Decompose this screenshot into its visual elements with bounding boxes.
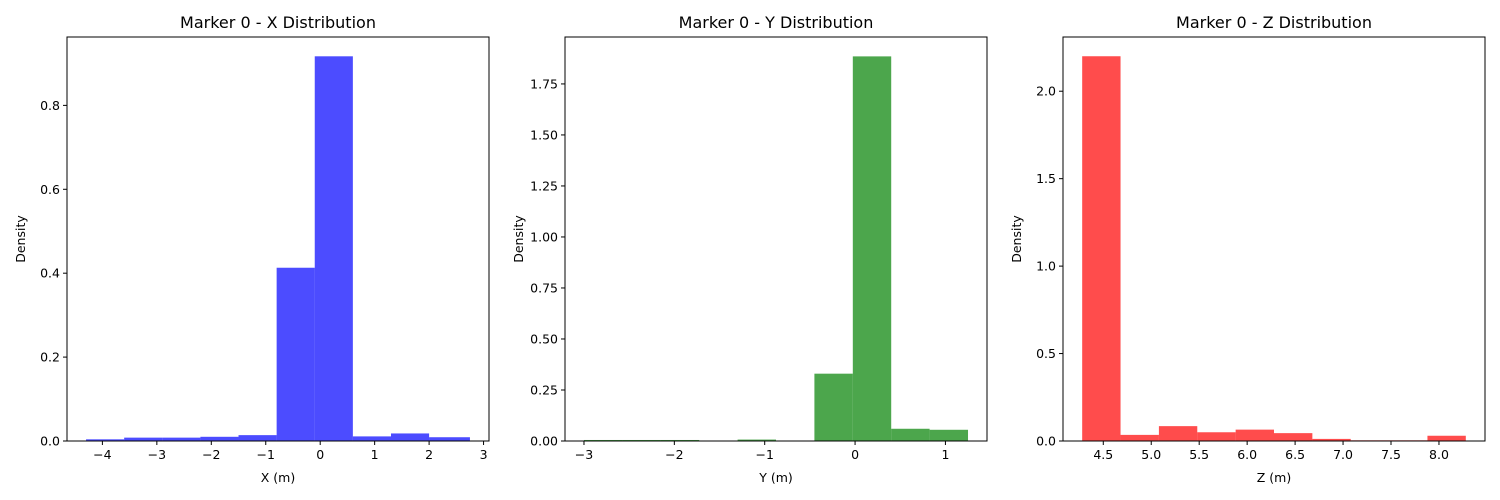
y-tick-label: 0.2 (40, 350, 60, 365)
y-tick-label: 2.0 (1036, 84, 1056, 99)
histogram-bar (891, 428, 930, 441)
x-tick-label: −3 (575, 447, 593, 462)
x-tick-label: −2 (202, 447, 220, 462)
x-tick-label: 5.0 (1141, 447, 1161, 462)
x-tick-label: −2 (665, 447, 683, 462)
x-axis-label: Y (m) (758, 470, 793, 485)
plot-frame (66, 36, 490, 442)
x-tick-label: 4.5 (1093, 447, 1113, 462)
y-tick-label: 0.6 (40, 182, 60, 197)
y-axis-label: Density (13, 215, 28, 263)
x-tick-label: 1 (371, 447, 379, 462)
y-tick-label: 0.0 (40, 434, 60, 449)
y-tick-label: 1.50 (530, 127, 558, 142)
histogram-bar (1197, 432, 1236, 441)
histogram-bar (814, 373, 853, 441)
x-tick-label: 1 (941, 447, 949, 462)
histogram-bar (1158, 426, 1198, 441)
histogram-bar (660, 439, 700, 441)
chart-z: 4.5 5.0 5.5 6.0 6.5 7.0 7.5 8.0 0.0 0.5 1.0 1.5 2.0 M… (1009, 13, 1486, 485)
histogram-bar (929, 429, 969, 441)
x-axis-label: X (m) (261, 470, 295, 485)
histogram-bar (86, 439, 125, 441)
histogram-bar (352, 436, 391, 441)
histogram-bar (583, 439, 623, 441)
y-axis-label: Density (511, 215, 526, 263)
y-tick-label: 0.4 (40, 266, 60, 281)
histogram-bar (1427, 435, 1466, 441)
histogram-bar (1082, 56, 1121, 442)
x-tick-label: −4 (93, 447, 111, 462)
y-tick-label: 0.8 (40, 98, 60, 113)
chart-x: −4 −3 −2 −1 0 1 2 3 0.0 0.2 0.4 0.6 0.8 Marker 0 - X … (13, 13, 490, 485)
x-tick-label: 3 (480, 447, 488, 462)
y-axis-label: Density (1009, 215, 1024, 263)
x-tick-label: 5.5 (1189, 447, 1209, 462)
x-tick-label: −1 (755, 447, 773, 462)
x-tick-label: 7.5 (1381, 447, 1401, 462)
x-tick-label: 2 (425, 447, 433, 462)
histogram-bar (124, 437, 163, 441)
x-tick-label: 6.0 (1237, 447, 1257, 462)
histogram-bar (314, 56, 353, 442)
histogram-bar (390, 433, 430, 441)
chart-title: Marker 0 - Y Distribution (679, 13, 874, 32)
x-tick-label: 0 (851, 447, 859, 462)
plot-frame (1062, 36, 1486, 442)
x-tick-label: −1 (257, 447, 275, 462)
y-tick-label: 0.0 (1036, 434, 1056, 449)
histogram-bar (852, 56, 892, 441)
histogram-bar (276, 267, 315, 441)
chart-title: Marker 0 - X Distribution (180, 13, 376, 32)
y-tick-label: 1.25 (530, 178, 558, 193)
x-tick-label: 7.0 (1333, 447, 1353, 462)
histogram-bar (238, 435, 277, 441)
y-tick-label: 1.5 (1036, 171, 1056, 186)
histogram-bar (1312, 438, 1351, 441)
histogram-bar (1235, 429, 1274, 441)
histogram-bar (737, 439, 776, 441)
histogram-bar (1274, 433, 1313, 441)
y-tick-label: 1.00 (530, 229, 558, 244)
y-tick-label: 0.5 (1036, 346, 1056, 361)
x-tick-label: 6.5 (1285, 447, 1305, 462)
histogram-bar (622, 439, 661, 441)
histogram-bar (429, 437, 470, 441)
x-tick-label: 8.0 (1429, 447, 1449, 462)
y-tick-label: 0.50 (530, 331, 558, 346)
histogram-bar (162, 437, 201, 441)
y-tick-label: 0.75 (530, 280, 558, 295)
y-tick-label: 1.0 (1036, 259, 1056, 274)
y-tick-label: 0.00 (530, 434, 558, 449)
plot-frame (564, 36, 988, 442)
chart-title: Marker 0 - Z Distribution (1176, 13, 1372, 32)
x-axis-label: Z (m) (1257, 470, 1291, 485)
y-tick-label: 0.25 (530, 382, 558, 397)
histogram-bar (1120, 434, 1159, 441)
x-tick-label: 0 (316, 447, 324, 462)
x-tick-label: −3 (148, 447, 166, 462)
histogram-bar (200, 436, 239, 441)
y-tick-label: 1.75 (530, 76, 558, 91)
chart-y: −3 −2 −1 0 1 0.00 0.25 0.50 0.75 1.00 1.25 1.50 1.75… (511, 13, 988, 485)
